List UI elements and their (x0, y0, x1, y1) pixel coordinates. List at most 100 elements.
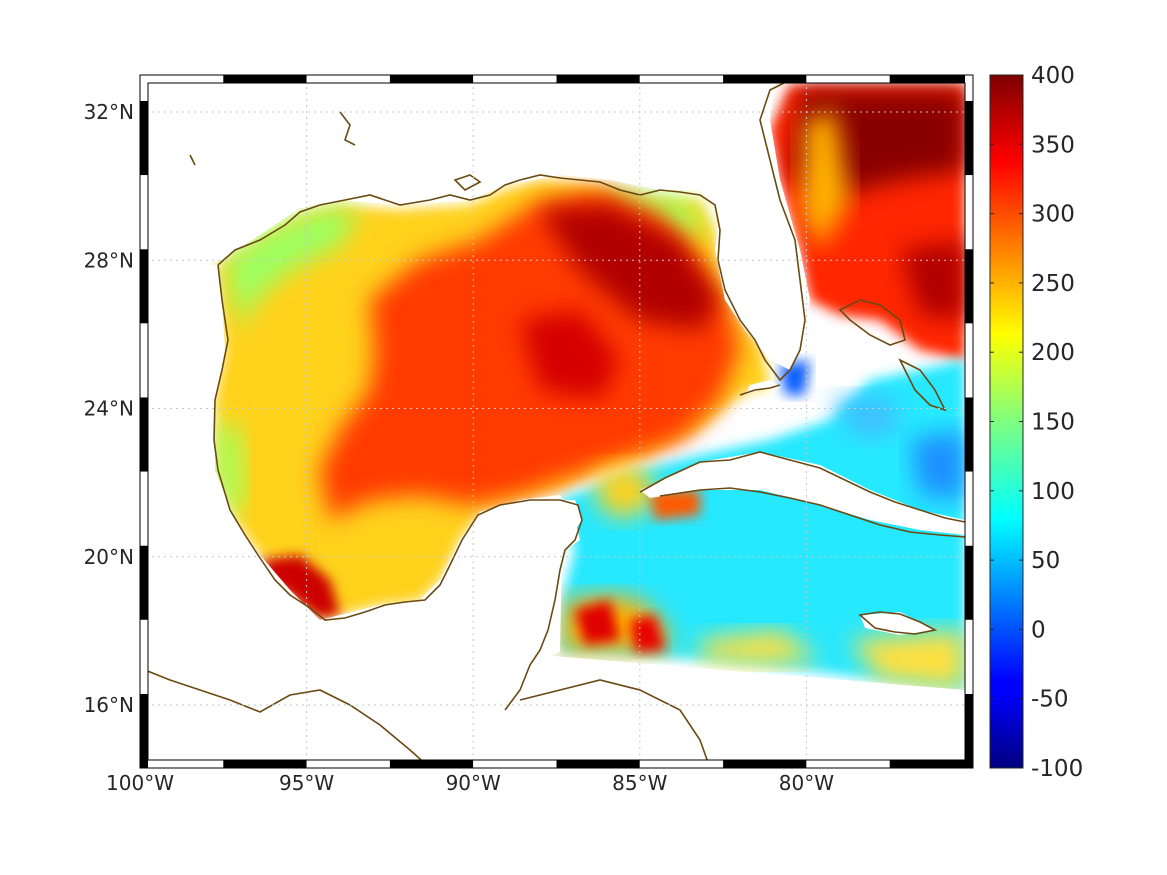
caribbean-field (560, 360, 965, 690)
frame-left-seg (140, 75, 148, 101)
frame-top-seg (389, 75, 474, 83)
lat-label: 32°N (84, 100, 134, 124)
graticule (140, 75, 973, 768)
map-frame (139, 74, 974, 769)
cuba-land (640, 452, 965, 535)
colorbar-label: 150 (1031, 410, 1075, 436)
coastlines (140, 79, 966, 768)
bahamas-coast (838, 299, 906, 346)
lon-label: 100°W (106, 771, 174, 795)
lon-label: 80°W (779, 771, 834, 795)
lon-label: 90°W (446, 771, 501, 795)
caribbean-se-edge (850, 630, 965, 690)
lon-label: 95°W (279, 771, 334, 795)
frame-bottom-seg (723, 760, 807, 768)
cuba-north-coast (639, 451, 966, 523)
frame-right-seg (965, 175, 973, 250)
frame-left-seg (140, 323, 148, 398)
colorbar-label: 0 (1031, 617, 1046, 643)
mexico-coast (213, 264, 583, 711)
frame-left-seg (140, 619, 148, 694)
frame-top-seg (473, 75, 557, 83)
frame-right-seg (965, 693, 973, 768)
frame-right-seg (965, 545, 973, 620)
us-gulf-coast (217, 79, 806, 382)
frame-right-seg (965, 471, 973, 546)
frame-top-seg (889, 75, 973, 83)
frame-bottom-seg (639, 760, 724, 768)
lon-label: 85°W (612, 771, 667, 795)
frame-bottom-seg (306, 760, 390, 768)
jamaica-coast (858, 611, 938, 635)
lat-label: 28°N (84, 248, 134, 272)
bahamas-low (910, 430, 965, 500)
colorbar-ticks: 400 350 300 250 200 150 100 50 0 -50 -100 (990, 63, 1083, 782)
frame-top-seg (223, 75, 307, 83)
frame-left-seg (140, 175, 148, 250)
colorbar-label: 50 (1031, 548, 1060, 574)
land-south-edge (140, 655, 973, 768)
colorbar-label: 100 (1031, 479, 1075, 505)
atlantic-max-east (900, 240, 965, 320)
yucatan-channel-warm (595, 465, 660, 520)
inland-lake-3 (453, 174, 482, 191)
land-north (140, 82, 810, 370)
inland-lake-1 (339, 111, 356, 146)
pacific-coast (140, 667, 431, 768)
frame-top-seg (556, 75, 640, 83)
frame-bottom-seg (806, 760, 890, 768)
frame-right-seg (965, 75, 973, 101)
cayman-warm (650, 490, 700, 520)
colorbar-label: 200 (1031, 340, 1075, 366)
atlantic-shelf-edge (800, 110, 850, 250)
frame-inner (147, 82, 966, 761)
frame-left-seg (140, 397, 148, 472)
data-field (140, 82, 973, 768)
colorbar-label: 350 (1031, 132, 1075, 158)
frame-top-seg (723, 75, 807, 83)
frame-top-seg (639, 75, 724, 83)
land-west-south (140, 262, 580, 760)
frame-left-seg (140, 249, 148, 324)
bay-of-campeche-max (262, 555, 340, 618)
colorbar-label: 400 (1031, 63, 1075, 89)
colorbar-label: 250 (1031, 271, 1075, 297)
latitude-labels: 32°N 28°N 24°N 20°N 16°N (84, 100, 134, 717)
frame-top-seg (806, 75, 890, 83)
frame-bottom-seg (389, 760, 474, 768)
lat-label: 24°N (84, 397, 134, 421)
central-america-coast (519, 679, 711, 768)
frame-top-seg (140, 75, 224, 83)
frame-outer (139, 74, 974, 769)
frame-right-seg (965, 397, 973, 472)
frame-bottom-seg (889, 760, 973, 768)
colorbar-label: -100 (1031, 756, 1083, 782)
lat-label: 16°N (84, 693, 134, 717)
colorbar (990, 75, 1023, 768)
lat-label: 20°N (84, 545, 134, 569)
frame-bottom-seg (223, 760, 307, 768)
caribbean-max-west (575, 600, 620, 645)
frame-bottom-seg (473, 760, 557, 768)
colorbar-label: -50 (1031, 687, 1069, 713)
colorbar-label: 300 (1031, 202, 1075, 228)
frame-left-seg (140, 693, 148, 768)
eastern-gulf-max (540, 205, 720, 330)
frame-left-seg (140, 471, 148, 546)
caribbean-south-edge (700, 630, 820, 665)
bahamas-islands (898, 358, 947, 412)
frame-right-seg (965, 249, 973, 324)
frame-left-seg (140, 100, 148, 176)
old-bahama-channel (830, 395, 900, 440)
inland-lake-2 (189, 154, 196, 166)
frame-left-seg (140, 545, 148, 620)
frame-top-seg (306, 75, 390, 83)
florida-keys-coast (739, 384, 781, 396)
frame-bottom-seg (140, 760, 224, 768)
frame-right-seg (965, 100, 973, 176)
cuba-south-coast (659, 487, 966, 538)
longitude-labels: 100°W 95°W 90°W 85°W 80°W (106, 771, 834, 795)
frame-bottom-seg (556, 760, 640, 768)
caribbean-max-east (630, 615, 665, 652)
